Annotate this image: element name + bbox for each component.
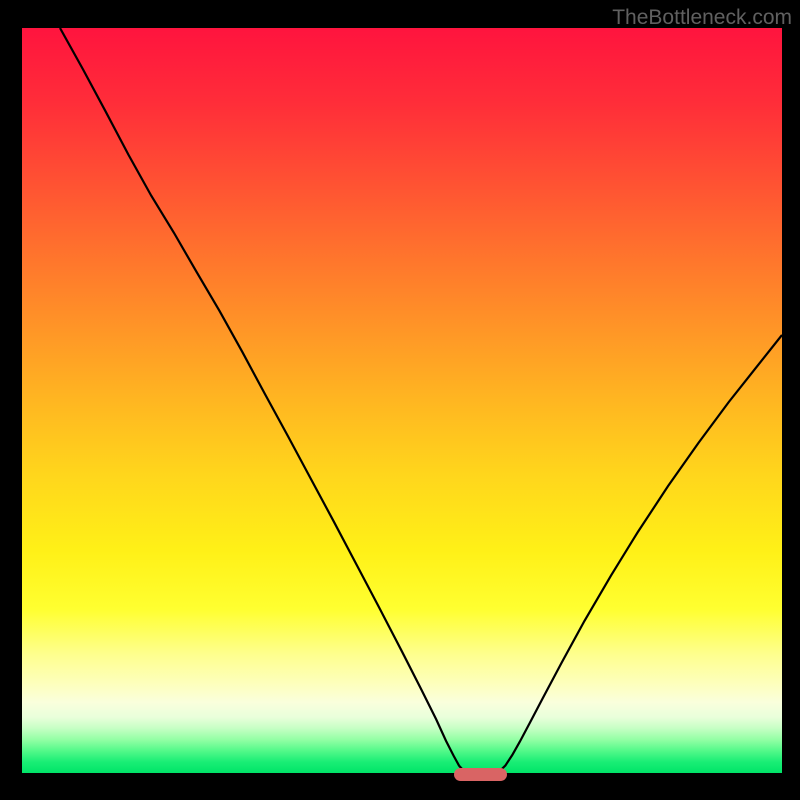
watermark-text: TheBottleneck.com [612,6,792,30]
chart-curve [22,28,782,773]
bottleneck-marker [454,768,507,781]
chart-plot-area [22,28,782,773]
